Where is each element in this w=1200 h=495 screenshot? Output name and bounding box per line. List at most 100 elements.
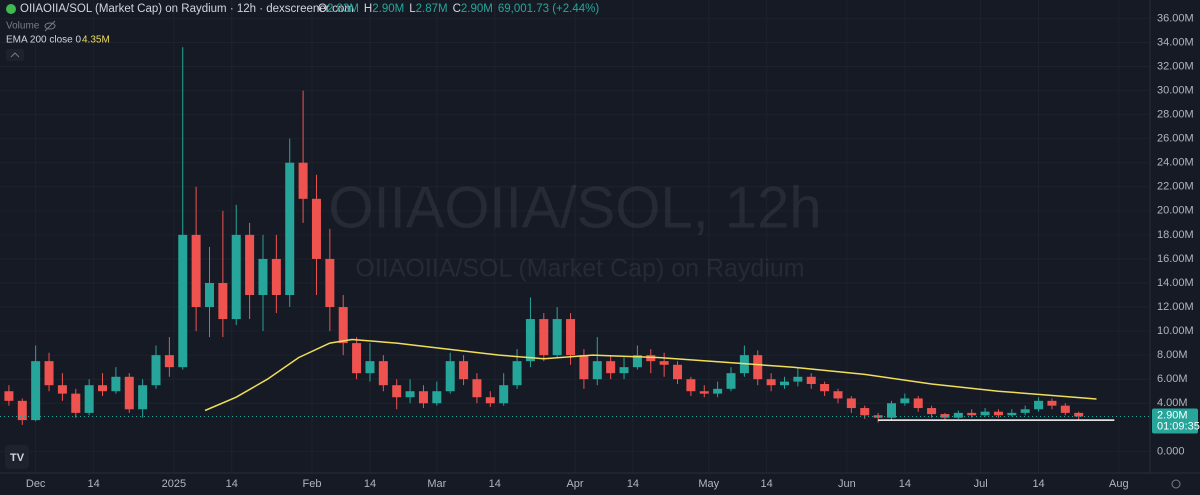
candle-body <box>432 391 442 404</box>
candle-body <box>44 361 54 386</box>
y-tick-label: 14.00M <box>1157 277 1194 289</box>
candle-body <box>311 198 321 259</box>
y-tick-label: 24.00M <box>1157 157 1194 169</box>
candle-body <box>820 384 830 392</box>
ohlc-part: 69,001.73 (+2.44%) <box>498 3 600 15</box>
candle-body <box>833 391 843 399</box>
ohlc-part: 2.83M <box>327 3 359 15</box>
candle-body <box>566 319 576 356</box>
candle-body <box>806 376 816 385</box>
svg-text:TV: TV <box>10 452 25 464</box>
y-tick-label: 32.00M <box>1157 60 1194 72</box>
candle-body <box>71 393 81 413</box>
candle-body <box>178 234 188 368</box>
candle-body <box>4 391 14 401</box>
candle-body <box>512 361 522 386</box>
plot <box>0 47 1150 425</box>
last-price-label: 2.90M <box>1157 409 1188 421</box>
visibility-icon[interactable] <box>44 20 56 32</box>
candle-body <box>886 403 896 418</box>
x-tick-label: 14 <box>1032 478 1044 490</box>
candle-body <box>980 411 990 416</box>
candle-body <box>632 355 642 368</box>
candle-body <box>84 385 94 413</box>
candle-body <box>900 398 910 404</box>
candle-body <box>499 385 509 404</box>
candle-body <box>258 258 268 296</box>
candle-body <box>57 385 67 394</box>
candle-body <box>592 361 602 380</box>
candle-body <box>31 361 41 421</box>
y-tick-label: 4.00M <box>1157 397 1188 409</box>
candle-body <box>1060 405 1070 413</box>
x-tick-label: 14 <box>899 478 911 490</box>
candle-body <box>766 379 776 386</box>
ema-line <box>204 338 1097 412</box>
candle-body <box>418 391 428 404</box>
ema-legend: EMA 200 close 0 <box>6 35 81 46</box>
candle-body <box>646 355 656 362</box>
y-tick-label: 6.00M <box>1157 373 1188 385</box>
candle-body <box>726 373 736 389</box>
x-tick-label: Feb <box>303 478 322 490</box>
x-tick-label: 14 <box>627 478 639 490</box>
candle-body <box>659 361 669 365</box>
y-tick-label: 30.00M <box>1157 84 1194 96</box>
x-tick-label: May <box>698 478 719 490</box>
candle-body <box>378 361 388 386</box>
y-tick-label: 36.00M <box>1157 12 1194 24</box>
x-tick-label: Aug <box>1109 478 1129 490</box>
y-tick-label: 26.00M <box>1157 133 1194 145</box>
candle-body <box>993 411 1003 416</box>
candle-body <box>579 355 589 380</box>
candle-body <box>953 412 963 418</box>
token-icon <box>6 4 16 14</box>
candle-body <box>913 398 923 409</box>
candle-body <box>525 319 535 362</box>
y-tick-label: 20.00M <box>1157 205 1194 217</box>
candle-body <box>285 162 295 296</box>
ohlc-part: 2.87M <box>416 3 448 15</box>
x-tick-label: Apr <box>566 478 583 490</box>
tradingview-logo[interactable]: TV <box>5 445 29 469</box>
candle-body <box>673 364 683 380</box>
candle-body <box>699 391 709 394</box>
x-tick-label: 14 <box>226 478 238 490</box>
candle-body <box>619 367 629 374</box>
candle-body <box>325 258 335 308</box>
candle-body <box>1034 400 1044 410</box>
last-price-tag <box>1152 408 1198 434</box>
candle-body <box>98 385 108 392</box>
x-tick-label: 14 <box>364 478 376 490</box>
x-tick-label: Dec <box>26 478 46 490</box>
candle-body <box>860 408 870 416</box>
candle-body <box>686 379 696 392</box>
collapse-button[interactable] <box>6 49 24 61</box>
candle-body <box>873 415 883 418</box>
settings-button[interactable] <box>1171 479 1181 489</box>
candle-body <box>1020 409 1030 413</box>
candle-body <box>713 388 723 394</box>
watermark: OIIAOIIA/SOL, 12h <box>328 175 821 240</box>
x-tick-label: 14 <box>761 478 773 490</box>
candle-body <box>927 408 937 415</box>
candle-body <box>1007 412 1017 416</box>
candle-body <box>204 282 214 308</box>
y-tick-label: 0.000 <box>1157 445 1185 457</box>
candle-body <box>445 361 455 392</box>
candle-body <box>191 234 201 308</box>
candle-body <box>231 234 241 320</box>
candle-body <box>485 397 495 404</box>
ema-value: 4.35M <box>82 35 110 46</box>
x-tick-label: Jul <box>974 478 988 490</box>
candle-body <box>17 400 27 421</box>
candle-body <box>245 234 255 296</box>
candle-body <box>472 379 482 398</box>
candle-body <box>392 385 402 398</box>
candle-body <box>940 414 950 418</box>
candle-body <box>1047 400 1057 406</box>
countdown-label: 01:09:35 <box>1157 420 1200 432</box>
ohlc-part: 2.90M <box>461 3 493 15</box>
volume-label: Volume <box>6 21 40 32</box>
